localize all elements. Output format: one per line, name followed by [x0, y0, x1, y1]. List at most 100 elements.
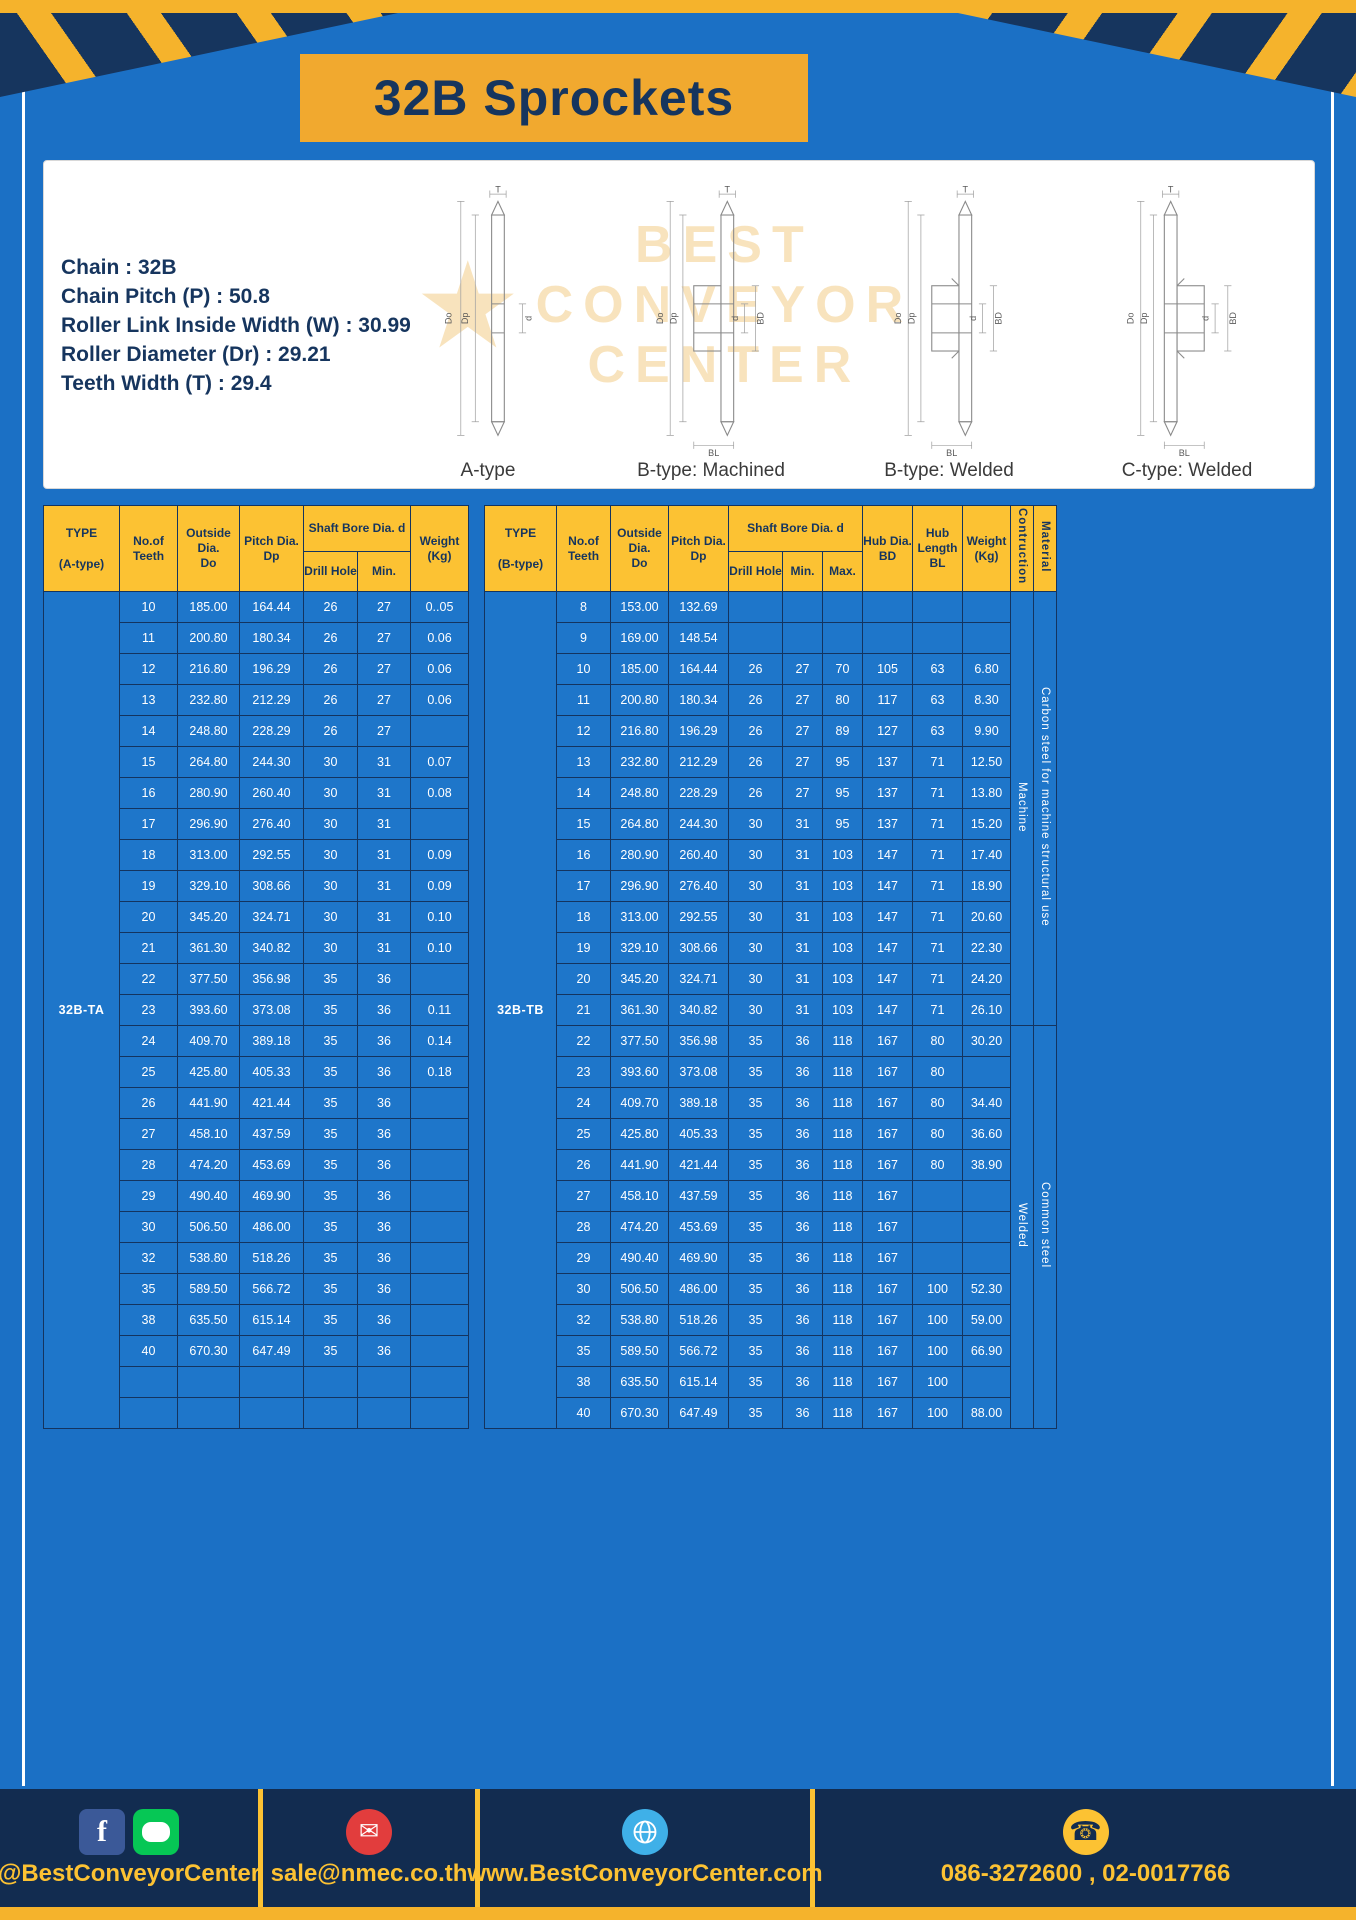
table-cell: 35: [728, 1056, 783, 1088]
table-cell: 167: [862, 1180, 913, 1212]
table-cell: 31: [357, 932, 411, 964]
table-cell: 17: [556, 870, 611, 902]
col-header-type-a: TYPE (A-type): [43, 505, 120, 592]
table-cell: 100: [912, 1397, 963, 1429]
table-cell: 340.82: [239, 932, 304, 964]
table-cell: 308.66: [239, 870, 304, 902]
table-cell: 345.20: [610, 963, 669, 995]
table-cell: 0.11: [410, 994, 469, 1026]
table-cell: 31: [357, 808, 411, 840]
table-cell: 36: [782, 1149, 823, 1181]
table-cell: 100: [912, 1335, 963, 1367]
table-cell: 30: [728, 808, 783, 840]
col-header-shaft-bore: Shaft Bore Dia. d: [728, 505, 863, 552]
table-cell: [822, 591, 863, 623]
table-cell: 35: [728, 1335, 783, 1367]
table-cell: 80: [912, 1118, 963, 1150]
spec-panel: ★ BEST CONVEYOR CENTER Chain : 32B Chain…: [43, 160, 1315, 489]
table-cell: 117: [862, 684, 913, 716]
dim-do: Do: [1126, 313, 1136, 325]
table-cell: 31: [357, 746, 411, 778]
table-cell: 212.29: [668, 746, 729, 778]
table-cell: 20: [556, 963, 611, 995]
facebook-icon[interactable]: f: [79, 1808, 125, 1855]
table-cell: 35: [728, 1180, 783, 1212]
table-cell: 35: [728, 1025, 783, 1057]
col-header-outside-dia: Outside Dia. Do: [610, 505, 669, 592]
table-cell: 441.90: [177, 1087, 240, 1119]
table-cell: 409.70: [177, 1025, 240, 1057]
table-cell: [357, 1366, 411, 1398]
table-cell: [410, 1397, 469, 1429]
globe-icon[interactable]: [622, 1808, 668, 1855]
table-cell: [303, 1366, 358, 1398]
table-cell: 36.60: [962, 1118, 1011, 1150]
table-cell: 63: [912, 684, 963, 716]
table-cell: 36: [357, 1180, 411, 1212]
footer-website[interactable]: www.BestConveyorCenter.com: [467, 1859, 823, 1887]
table-cell: 425.80: [610, 1118, 669, 1150]
table-cell: 324.71: [239, 901, 304, 933]
table-cell: 36: [782, 1087, 823, 1119]
footer-email[interactable]: sale@nmec.co.th: [270, 1859, 468, 1887]
diagram-c-welded: T Do Dp d BD BL C-type: Welded: [1113, 186, 1261, 482]
table-cell: [357, 1397, 411, 1429]
dim-dp: Dp: [460, 313, 470, 325]
dim-dp: Dp: [669, 313, 679, 325]
table-cell: 30: [119, 1211, 178, 1243]
line-bubble: [142, 1821, 170, 1842]
table-cell: 118: [822, 1025, 863, 1057]
table-cell: 308.66: [668, 932, 729, 964]
table-cell: 30: [303, 839, 358, 871]
table-cell: 36: [357, 994, 411, 1026]
dim-do: Do: [444, 313, 454, 325]
table-cell: 95: [822, 746, 863, 778]
col-header-weight: Weight (Kg): [410, 505, 469, 592]
table-cell: 244.30: [239, 746, 304, 778]
chain-specs: Chain : 32B Chain Pitch (P) : 50.8 Rolle…: [61, 253, 411, 398]
table-cell: 31: [782, 963, 823, 995]
table-cell: 216.80: [177, 653, 240, 685]
table-cell: [912, 591, 963, 623]
table-cell: 28: [119, 1149, 178, 1181]
dim-t: T: [1168, 186, 1174, 194]
table-cell: 0.07: [410, 746, 469, 778]
line-icon[interactable]: [133, 1808, 179, 1855]
col-header-type-b: TYPE (B-type): [484, 505, 557, 592]
phone-icon[interactable]: ☎: [1062, 1808, 1109, 1855]
footer-social-handle[interactable]: @BestConveyorCenter: [0, 1859, 261, 1887]
footer-phone-numbers[interactable]: 086-3272600 , 02-0017766: [940, 1859, 1231, 1887]
footer-divider: [258, 1789, 263, 1907]
dim-do: Do: [893, 313, 903, 325]
table-cell: 212.29: [239, 684, 304, 716]
footer-social-section: f @BestConveyorCenter: [0, 1789, 261, 1907]
table-cell: 13: [556, 746, 611, 778]
dim-bd: BD: [1228, 312, 1238, 325]
table-cell: 421.44: [239, 1087, 304, 1119]
table-cell: 647.49: [239, 1335, 304, 1367]
table-cell: 393.60: [177, 994, 240, 1026]
table-cell: 26: [119, 1087, 178, 1119]
email-icon[interactable]: ✉: [346, 1808, 392, 1855]
table-cell: 167: [862, 1335, 913, 1367]
table-cell: 264.80: [610, 808, 669, 840]
table-cell: 22: [556, 1025, 611, 1057]
table-cell: 377.50: [177, 963, 240, 995]
table-cell: 280.90: [610, 839, 669, 871]
table-cell: 80: [822, 684, 863, 716]
table-cell: 26: [728, 684, 783, 716]
table-cell: 538.80: [610, 1304, 669, 1336]
table-cell: 30: [303, 870, 358, 902]
table-cell: 27: [357, 684, 411, 716]
table-cell: 36: [357, 1304, 411, 1336]
col-header-drill-hole: Drill Hole: [728, 551, 783, 592]
table-cell: 35: [728, 1242, 783, 1274]
table-cell: 389.18: [239, 1025, 304, 1057]
table-cell: 26: [728, 777, 783, 809]
col-header-pitch-dia: Pitch Dia. Dp: [668, 505, 729, 592]
table-cell: [410, 1304, 469, 1336]
table-cell: 35: [728, 1366, 783, 1398]
table-cell: 566.72: [668, 1335, 729, 1367]
table-cell: 200.80: [177, 622, 240, 654]
table-cell: 36: [782, 1242, 823, 1274]
